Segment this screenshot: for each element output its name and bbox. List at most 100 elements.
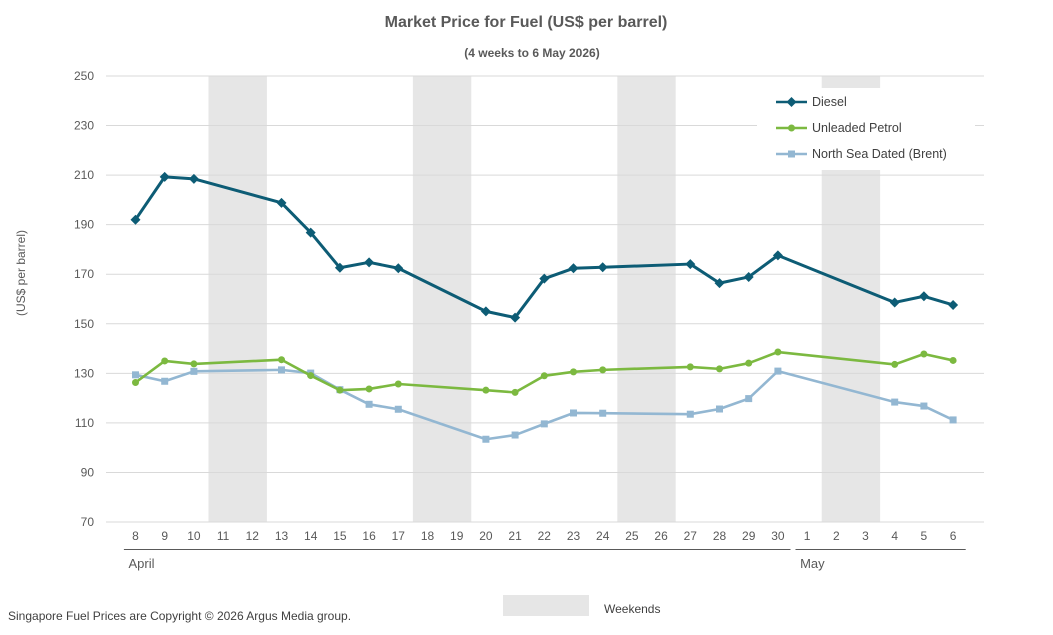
north-sea-dated-brent-point	[482, 435, 490, 443]
north-sea-dated-brent-point	[511, 431, 519, 439]
weekend-band	[617, 76, 676, 522]
unleaded-petrol-point	[891, 360, 899, 368]
north-sea-dated-brent-point	[278, 366, 285, 374]
unleaded-petrol-point	[365, 385, 373, 393]
legend-north-sea-dated-brent-marker	[788, 150, 795, 158]
x-tick-label: 30	[771, 529, 785, 543]
chart-subtitle: (4 weeks to 6 May 2026)	[464, 46, 599, 60]
north-sea-dated-brent-point	[686, 410, 694, 418]
month-axis: April May	[123, 549, 966, 571]
x-tick-label: 4	[891, 529, 898, 543]
unleaded-petrol-point	[278, 356, 285, 364]
unleaded-petrol-line	[134, 350, 954, 394]
weekend-legend-label: Weekends	[604, 602, 660, 616]
north-sea-dated-brent-point	[161, 377, 169, 385]
diesel-point	[305, 227, 316, 238]
legend-north-sea-dated-brent-label: North Sea Dated (Brent)	[812, 147, 947, 161]
series-lines	[130, 171, 959, 443]
unleaded-petrol-point	[394, 380, 402, 388]
x-tick-label: 5	[921, 529, 928, 543]
unleaded-petrol-point	[716, 365, 723, 373]
diesel-point	[685, 259, 696, 270]
north-sea-dated-brent-point	[949, 416, 957, 424]
unleaded-petrol-point	[190, 360, 198, 368]
north-sea-dated-brent-point	[190, 367, 198, 375]
diesel-point	[918, 291, 929, 302]
unleaded-petrol-point	[920, 350, 928, 358]
north-sea-dated-brent-point	[132, 371, 139, 379]
x-tick-label: 29	[742, 529, 756, 543]
unleaded-petrol-point	[686, 363, 694, 371]
x-tick-label: 19	[450, 529, 464, 543]
y-tick-label: 250	[74, 69, 94, 83]
diesel-point	[334, 262, 345, 273]
diesel-point	[159, 171, 170, 182]
unleaded-petrol-point	[540, 372, 548, 380]
diesel-point	[510, 312, 521, 323]
diesel-point	[743, 271, 754, 282]
diesel-point	[130, 214, 141, 225]
x-tick-label: 17	[392, 529, 406, 543]
unleaded-petrol-point	[161, 357, 169, 365]
unleaded-petrol-point	[307, 372, 315, 380]
x-tick-label: 28	[713, 529, 727, 543]
chart-title: Market Price for Fuel (US$ per barrel)	[385, 14, 668, 31]
copyright-footer: Singapore Fuel Prices are Copyright © 20…	[8, 609, 351, 623]
unleaded-petrol-point	[949, 356, 957, 364]
x-tick-label: 22	[538, 529, 552, 543]
unleaded-petrol-point	[774, 348, 782, 356]
north-sea-dated-brent-point	[394, 405, 402, 413]
y-axis-label: (US$ per barrel)	[14, 230, 28, 316]
y-tick-label: 210	[74, 168, 94, 182]
y-tick-label: 110	[75, 416, 94, 430]
north-sea-dated-brent-point	[774, 367, 782, 375]
x-tick-label: 26	[654, 529, 668, 543]
north-sea-dated-brent-point	[599, 409, 607, 417]
x-tick-label: 16	[362, 529, 376, 543]
x-tick-label: 23	[567, 529, 581, 543]
x-tick-label: 24	[596, 529, 610, 543]
y-tick-label: 170	[74, 267, 94, 281]
diesel-point	[188, 173, 199, 184]
unleaded-petrol-point	[336, 386, 344, 394]
north-sea-dated-brent-point	[540, 420, 548, 428]
x-tick-label: 3	[862, 529, 869, 543]
north-sea-dated-brent-point	[570, 409, 577, 417]
legend: Diesel Unleaded Petrol North Sea Dated (Br…	[757, 88, 975, 170]
x-tick-label: 1	[804, 529, 811, 543]
diesel-point	[364, 257, 375, 268]
diesel-point	[772, 250, 783, 261]
month-label: April	[129, 556, 155, 571]
x-tick-labels: 8 9 10 11 12 13 14 15 16 17 18 19 20 21 22 23 24 25 26 27 28…	[132, 529, 957, 543]
y-tick-labels: 70 90 110 130 150 170 190 210 230 250	[74, 69, 94, 529]
x-tick-label: 27	[684, 529, 698, 543]
unleaded-petrol-point	[132, 379, 139, 387]
x-tick-label: 15	[333, 529, 347, 543]
legend-unleaded-petrol-label: Unleaded Petrol	[812, 121, 902, 135]
legend-diesel-marker	[786, 97, 797, 107]
x-tick-label: 21	[508, 529, 522, 543]
weekend-band	[208, 76, 267, 522]
unleaded-petrol-point	[511, 388, 519, 396]
x-tick-label: 12	[246, 529, 260, 543]
weekend-legend-swatch	[503, 595, 589, 616]
diesel-point	[480, 306, 491, 317]
x-tick-label: 20	[479, 529, 493, 543]
diesel-point	[276, 197, 287, 208]
north-sea-dated-brent-point	[365, 400, 373, 408]
y-tick-label: 230	[74, 119, 94, 133]
diesel-point	[568, 263, 579, 274]
x-tick-label: 13	[275, 529, 289, 543]
unleaded-petrol-point	[745, 359, 753, 367]
diesel-point	[597, 262, 608, 273]
x-tick-label: 2	[833, 529, 840, 543]
diesel-point	[889, 297, 900, 308]
y-tick-label: 190	[74, 218, 94, 232]
x-tick-label: 25	[625, 529, 639, 543]
north-sea-dated-brent-point	[716, 405, 723, 413]
diesel-point	[539, 273, 550, 284]
unleaded-petrol-point	[482, 386, 490, 394]
x-tick-label: 9	[161, 529, 168, 543]
north-sea-dated-brent-point	[891, 398, 899, 406]
